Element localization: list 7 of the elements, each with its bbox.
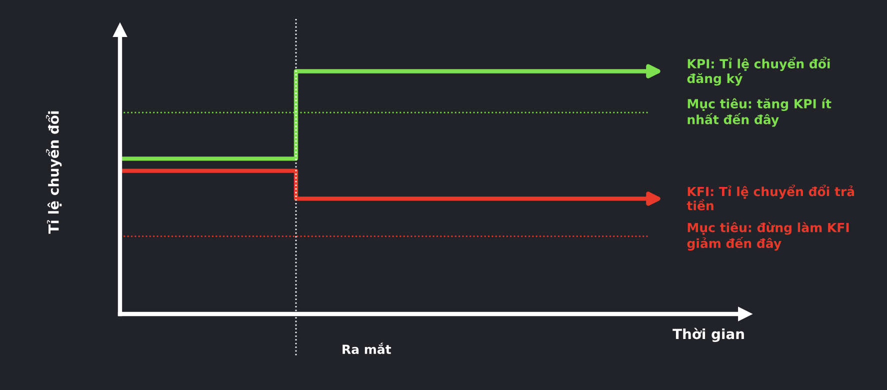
ref-line-label: Mục tiêu: tăng KPI ít nhất đến đây — [688, 98, 832, 127]
text: Ra mắt — [342, 342, 392, 354]
y-axis-title: Tỉ lệ chuyển đổi — [46, 111, 62, 234]
legend-label: KFI: Tỉ lệ chuyển đổi trả tiền — [686, 184, 854, 210]
x-axis-title: Thời gian — [672, 328, 744, 342]
ref-line-label: Mục tiêu: đừng làm KFI giảm đến đây — [687, 222, 849, 251]
legend-label: KPI: Tỉ lệ chuyển đổi đăng ký — [687, 56, 830, 86]
